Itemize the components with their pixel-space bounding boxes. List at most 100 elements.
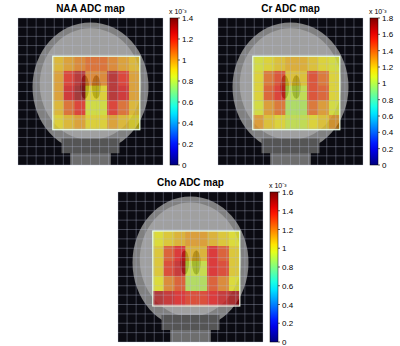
heatmap-cell (196, 261, 207, 276)
grid-line (218, 155, 363, 156)
heatmap-cell (264, 115, 275, 130)
colorbar-tick-label: 0.4 (182, 119, 194, 128)
grid-line (118, 257, 263, 258)
heatmap-cell (218, 261, 229, 276)
grid-line (18, 73, 163, 74)
colorbar-tick (278, 229, 280, 230)
colorbar-label: x 10⁻³ (369, 8, 387, 15)
heatmap-cell (118, 86, 129, 101)
heatmap-cell (296, 100, 307, 115)
heatmap-cell (175, 261, 186, 276)
heatmap-cell (85, 100, 96, 115)
grid-line (118, 285, 263, 286)
voi-box (53, 56, 140, 130)
grid-line (218, 146, 363, 147)
colorbar-tick (378, 148, 380, 149)
colorbar-tick (378, 83, 380, 84)
heatmap-cell (85, 115, 96, 130)
colorbar-tick (178, 39, 180, 40)
heatmap-cell (196, 276, 207, 291)
panel: Cho ADC map00.20.40.60.811.21.41.6x 10⁻³ (118, 177, 294, 346)
colorbar-tick (178, 18, 180, 19)
heatmap-cell (296, 115, 307, 130)
grid-line (218, 18, 363, 19)
heatmap-cell (229, 291, 240, 306)
heatmap-cell (96, 100, 107, 115)
panel: NAA ADC map00.20.40.60.811.21.4x 10⁻³ (18, 3, 194, 170)
grid-line (18, 18, 163, 19)
heatmap-cell (264, 100, 275, 115)
colorbar-tick (278, 210, 280, 211)
voxel-grid (18, 18, 163, 165)
grid-line (118, 304, 263, 305)
title: Cr ADC map (261, 3, 320, 14)
colorbar-tick-label: 0 (382, 161, 387, 170)
grid-line (118, 238, 263, 239)
colorbar-tick-label: 0 (282, 338, 287, 346)
colorbar-tick-label: 0.6 (182, 98, 194, 107)
colorbar (170, 18, 178, 165)
colorbar-tick-label: 1.8 (382, 14, 394, 23)
heatmap-cell (129, 115, 140, 130)
image-background (18, 18, 163, 165)
heatmap-cell (185, 276, 196, 291)
heatmap-cell (329, 115, 340, 130)
colorbar-tick-label: 0.6 (382, 112, 394, 121)
grid-line (118, 323, 263, 324)
heatmap-cell (175, 276, 186, 291)
grid-line (18, 63, 163, 64)
heatmap-cell (129, 86, 140, 101)
colorbar-tick-label: 1 (382, 79, 387, 88)
grid-line (18, 128, 163, 129)
colorbar-tick-label: 1.6 (382, 30, 394, 39)
grid-line (118, 220, 263, 221)
colorbar-tick-label: 1.4 (182, 14, 194, 23)
grid-line (118, 201, 263, 202)
heatmap-cell (129, 100, 140, 115)
colorbar-label: x 10⁻³ (169, 8, 187, 15)
colorbar-tick (278, 304, 280, 305)
heatmap-cell (164, 276, 175, 291)
colorbar-tick-label: 1.2 (282, 226, 294, 235)
colorbar-tick-label: 1.6 (282, 188, 294, 197)
heatmap-cell (264, 86, 275, 101)
colorbar-tick (378, 132, 380, 133)
grid-line (218, 119, 363, 120)
grid-line (118, 229, 263, 230)
grid-line (218, 137, 363, 138)
heatmap-cell (75, 100, 86, 115)
grid-line (218, 109, 363, 110)
grid-line (18, 54, 163, 55)
grid-line (218, 63, 363, 64)
colorbar-tick (278, 192, 280, 193)
grid-line (218, 27, 363, 28)
heatmap-cell (318, 86, 329, 101)
colorbar (370, 18, 378, 165)
colorbar-tick (278, 323, 280, 324)
colorbar-tick (378, 116, 380, 117)
grid-line (118, 276, 263, 277)
colorbar-tick-label: 1.4 (282, 207, 294, 216)
heatmap-cell (275, 115, 286, 130)
heatmap-cell (285, 115, 296, 130)
grid-line (18, 146, 163, 147)
grid-line (218, 36, 363, 37)
colorbar-tick-label: 1 (282, 244, 287, 253)
grid-line (218, 91, 363, 92)
grid-line (18, 100, 163, 101)
grid-line (218, 54, 363, 55)
grid-line (118, 295, 263, 296)
colorbar-tick-label: 0.4 (382, 128, 394, 137)
colorbar (270, 192, 278, 342)
colorbar-tick (378, 34, 380, 35)
heatmap-cell (175, 291, 186, 306)
grid-line (218, 73, 363, 74)
heatmap-cell (285, 100, 296, 115)
grid-line (118, 192, 263, 193)
grid-line (18, 82, 163, 83)
grid-line (118, 267, 263, 268)
heatmap-cell (285, 86, 296, 101)
colorbar-tick-label: 0.8 (282, 263, 294, 272)
colorbar-tick (378, 18, 380, 19)
voi-box (253, 56, 340, 130)
